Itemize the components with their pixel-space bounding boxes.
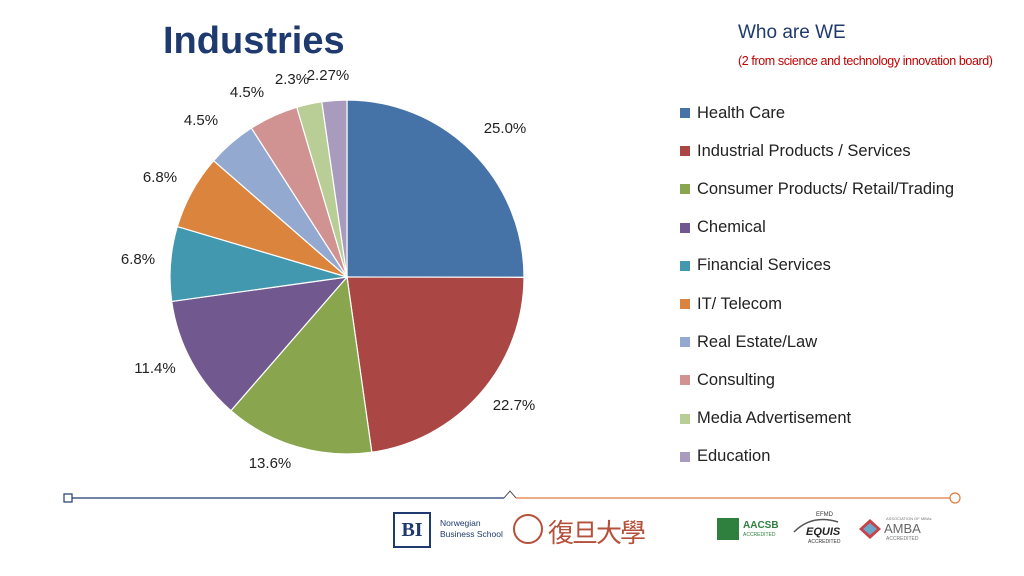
legend-item: Media Advertisement [680,402,954,440]
legend-item: Chemical [680,211,954,249]
legend-label: Real Estate/Law [697,332,818,351]
data-label: 6.8% [143,169,177,186]
legend-label: Chemical [697,218,766,237]
legend-swatch [680,146,690,157]
data-label: 6.8% [121,251,155,268]
legend-item: Consulting [680,363,954,401]
pie-slice-chemical [171,276,349,412]
legend-item: IT/ Telecom [680,287,954,325]
legend-swatch [680,413,690,424]
legend-item: Consumer Products/ Retail/Trading [680,172,954,210]
who-are-we-heading: Who are WE [738,22,846,43]
legend-item: Education [680,440,954,478]
footer-divider [63,490,961,504]
page-title: Industries [163,20,345,62]
data-label: 2.27% [307,67,350,84]
legend-label: Industrial Products / Services [697,141,911,160]
legend-label: Media Advertisement [697,409,852,428]
legend-item: Industrial Products / Services [680,134,954,172]
chart-legend: Health Care Industrial Products / Service… [680,96,954,478]
fudan-seal-icon [513,514,543,544]
legend-swatch [680,108,690,119]
legend-swatch [680,451,690,462]
legend-swatch [680,260,690,271]
legend-label: Consulting [697,370,775,389]
legend-swatch [680,299,690,310]
legend-swatch [680,375,690,386]
pie-slice-consumer-products-retail-trading [230,275,373,455]
legend-item: Real Estate/Law [680,325,954,363]
data-label: 2.3% [275,71,309,88]
footer-logos: BI Norwegian Business School 復旦大學 AACSB … [0,490,1024,570]
data-label: 4.5% [184,112,218,129]
data-label: 11.4% [134,360,175,377]
fudan-name: 復旦大學 [548,519,646,549]
legend-label: Consumer Products/ Retail/Trading [697,179,955,198]
data-label: 25.0% [484,120,527,137]
legend-swatch [680,222,690,233]
legend-swatch [680,184,690,195]
aacsb-mark-icon [717,518,739,540]
legend-label: Education [697,447,771,466]
data-label: 22.7% [493,397,536,414]
pie-slice-education [321,99,348,278]
legend-label: Health Care [697,103,786,122]
legend-label: IT/ Telecom [697,294,782,313]
data-label: 13.6% [249,455,292,472]
pie-slice-industrial-products-services [346,276,525,453]
legend-item: Financial Services [680,249,954,287]
bi-school-name: Norwegian Business School [440,518,503,539]
pie-slice-health-care [346,99,525,278]
legend-label: Financial Services [697,256,831,275]
legend-swatch [680,337,690,348]
equis-swoosh-icon [793,518,839,533]
legend-item: Health Care [680,96,954,134]
bi-logo: BI [393,512,431,548]
amba-emblem-icon [859,519,881,539]
board-note: (2 from science and technology innovatio… [738,54,993,68]
data-label: 4.5% [230,84,264,101]
